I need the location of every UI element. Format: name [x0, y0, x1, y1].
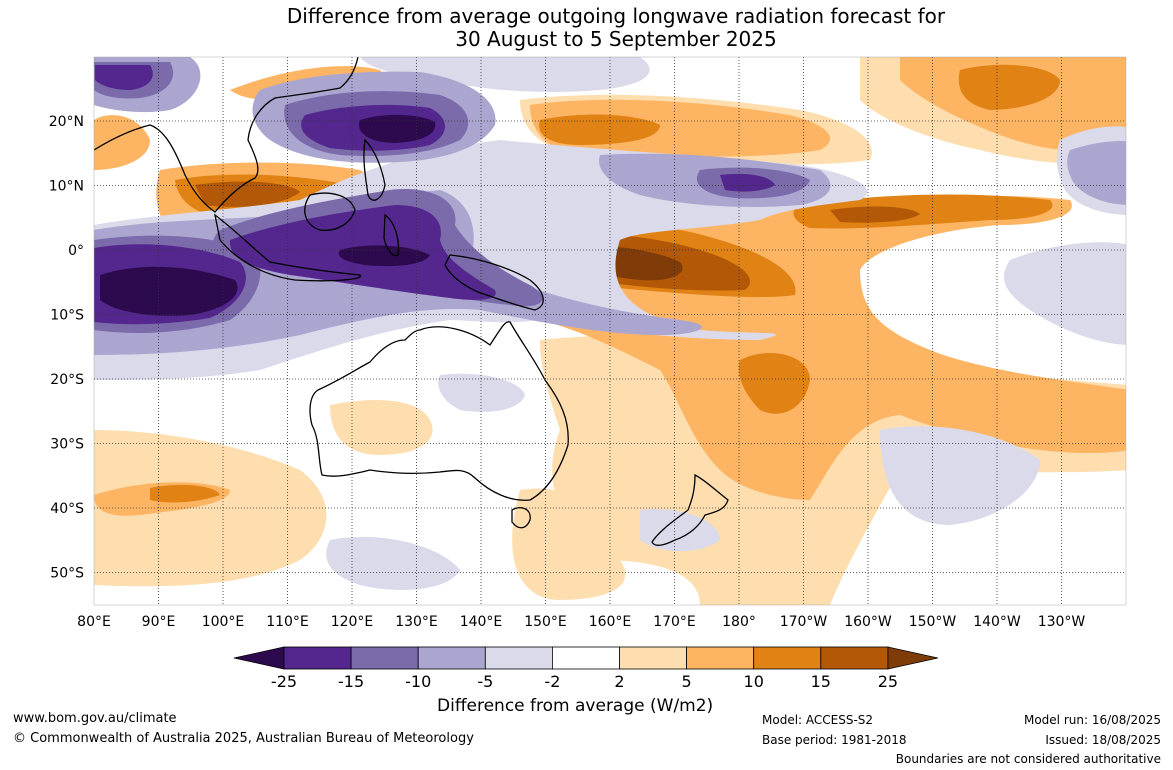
anomaly-region [1004, 242, 1126, 345]
longitude-label: 140°E [460, 614, 503, 630]
anomaly-region [100, 266, 238, 316]
anomaly-region [330, 400, 433, 455]
sulawesi-coastline [383, 213, 400, 257]
anomaly-region [539, 114, 660, 145]
latitude-label: 30°S [50, 437, 84, 453]
footer-copyright: © Commonwealth of Australia 2025, Austra… [13, 731, 474, 746]
colorbar-tick-label: 25 [878, 672, 898, 691]
colorbar-label: Difference from average (W/m2) [437, 696, 714, 716]
longitude-label: 90°E [142, 614, 176, 630]
anomaly-region [360, 57, 650, 92]
colorbar-ticks: -25 -15 -10 -5 -2 2 5 10 15 25 [271, 672, 898, 691]
latitude-label: 20°S [50, 372, 84, 388]
colorbar-segment [484, 646, 553, 670]
longitude-label: 170°E [653, 614, 696, 630]
colorbar-tick-label: 2 [614, 672, 624, 691]
philippines-coastline [363, 138, 386, 201]
longitude-label: 80°E [77, 614, 111, 630]
longitude-label: 130°W [1038, 614, 1086, 630]
colorbar-segment [350, 646, 419, 670]
map-title-line1: Difference from average outgoing longwav… [286, 4, 946, 28]
anomaly-fields [94, 57, 1126, 605]
new-guinea-coastline [444, 254, 544, 311]
longitude-label: 100°E [202, 614, 245, 630]
anomaly-region [326, 536, 460, 590]
anomaly-region [338, 245, 430, 267]
colorbar-tick-label: 15 [811, 672, 831, 691]
anomaly-region [195, 181, 300, 207]
longitude-label: 130°E [395, 614, 438, 630]
longitude-label: 170°W [780, 614, 828, 630]
anomaly-region [640, 509, 720, 552]
sumatra-java-coastline [214, 213, 361, 282]
longitude-label: 120°E [331, 614, 374, 630]
anomaly-region [438, 373, 525, 412]
colorbar-segment [753, 646, 822, 670]
colorbar-segment [820, 646, 889, 670]
graticule [94, 57, 1126, 605]
anomaly-region [738, 352, 810, 414]
longitude-label: 150°E [524, 614, 567, 630]
colorbar-segment [686, 646, 755, 670]
longitude-label: 160°W [844, 614, 892, 630]
longitude-labels: 80°E 90°E 100°E 110°E 120°E 130°E 140°E 150°E 16… [77, 614, 1085, 630]
longitude-label: 160°E [589, 614, 632, 630]
longitude-label: 110°E [266, 614, 309, 630]
latitude-label: 0° [68, 243, 84, 259]
anomaly-region [1067, 141, 1126, 205]
latitude-label: 50°S [50, 566, 84, 582]
latitude-label: 10°N [49, 179, 84, 195]
longitude-label: 150°W [909, 614, 957, 630]
longitude-label: 140°W [973, 614, 1021, 630]
anomaly-region [720, 173, 775, 192]
latitude-label: 10°S [50, 308, 84, 324]
colorbar-tick-label: -15 [338, 672, 364, 691]
colorbar-extension-low [233, 646, 285, 670]
colorbar-tick-label: 5 [682, 672, 692, 691]
latitude-label: 40°S [50, 501, 84, 517]
footer-url: www.bom.gov.au/climate [13, 711, 177, 726]
anomaly-region [880, 426, 1040, 525]
footer-issued: Issued: 18/08/2025 [1045, 733, 1161, 747]
colorbar-tick-label: -25 [271, 672, 297, 691]
anomaly-region [958, 64, 1060, 110]
colorbar [233, 646, 938, 670]
anomaly-region [150, 484, 220, 503]
colorbar-segment [619, 646, 687, 670]
map-title-line2: 30 August to 5 September 2025 [455, 27, 777, 51]
borneo-coastline [304, 192, 356, 231]
anomaly-region [95, 65, 153, 90]
latitude-label: 20°N [49, 114, 84, 130]
longitude-label: 180° [722, 614, 756, 630]
footer-model-run: Model run: 16/08/2025 [1023, 713, 1161, 727]
colorbar-segment [417, 646, 486, 670]
anomaly-region [512, 488, 626, 600]
colorbar-tick-label: -10 [405, 672, 431, 691]
colorbar-tick-label: 10 [744, 672, 764, 691]
colorbar-tick-label: -5 [477, 672, 493, 691]
colorbar-segment [283, 646, 352, 670]
new-zealand-coastline [651, 473, 729, 546]
footer-model: Model: ACCESS-S2 [762, 713, 874, 727]
anomaly-region [94, 430, 327, 587]
latitude-labels: 20°N 10°N 0° 10°S 20°S 30°S 40°S 50°S [49, 114, 84, 582]
footer-base-period: Base period: 1981-2018 [762, 733, 907, 747]
colorbar-extension-high [887, 646, 938, 670]
map-border [93, 56, 1127, 606]
anomaly-region [830, 206, 920, 223]
asia-mainland-coastline [94, 57, 359, 213]
colorbar-segment [552, 646, 620, 670]
footer-disclaimer: Boundaries are not considered authoritat… [895, 752, 1161, 766]
colorbar-tick-label: -2 [544, 672, 560, 691]
